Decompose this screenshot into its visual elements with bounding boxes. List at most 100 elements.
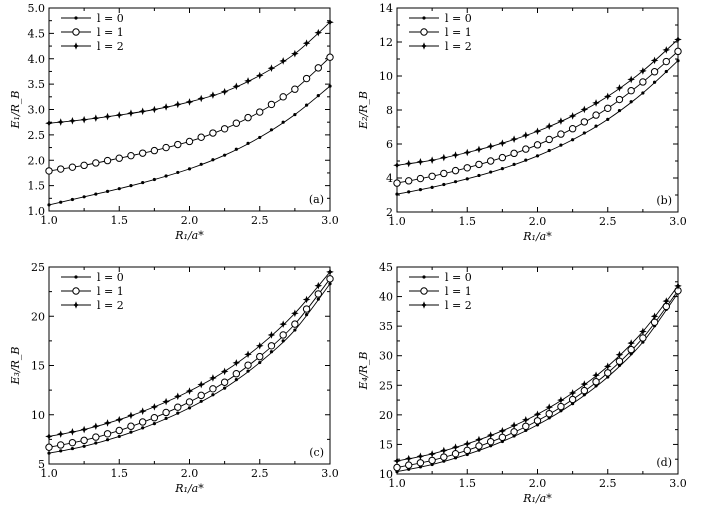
data-point-circle: [580, 386, 589, 395]
data-point-circle: [463, 164, 471, 172]
data-point-circle: [416, 174, 425, 183]
data-point-circle: [568, 395, 577, 404]
data-point-circle: [475, 442, 483, 450]
data-point-star: [162, 103, 170, 111]
data-point-dot: [246, 369, 250, 373]
data-point-circle: [150, 146, 159, 155]
data-point-star: [314, 281, 323, 290]
data-point-dot: [629, 100, 633, 104]
data-point-circle: [45, 167, 53, 175]
data-point-circle: [185, 137, 194, 146]
data-point-circle: [232, 119, 241, 127]
data-point-star: [267, 331, 276, 339]
data-point-circle: [568, 125, 577, 133]
data-point-star: [440, 153, 448, 162]
data-point-star: [475, 145, 483, 154]
data-point-circle: [510, 149, 518, 158]
series-circle: [393, 47, 682, 187]
data-point-star: [138, 407, 147, 415]
legend-label: l = 1: [97, 285, 124, 298]
data-point-dot: [582, 131, 586, 135]
data-point-star: [440, 446, 448, 455]
y-axis-label: E₂/R_B: [357, 91, 370, 130]
legend-entry: l = 2: [61, 299, 124, 312]
data-point-star: [498, 139, 507, 147]
data-point-star: [92, 422, 100, 431]
data-point-star: [103, 419, 112, 427]
data-point-star: [498, 427, 507, 435]
x-tick-label: 2.5: [599, 215, 617, 228]
data-point-star: [627, 339, 635, 347]
data-point-dot: [594, 124, 598, 128]
panel-label: (c): [309, 446, 324, 459]
data-point-circle: [127, 422, 135, 430]
data-point-circle: [232, 370, 241, 378]
data-point-dot: [234, 378, 238, 382]
data-point-star: [404, 159, 413, 168]
legend-marker-star: [72, 42, 80, 50]
legend-marker-circle: [420, 28, 428, 36]
legend-marker-circle: [420, 287, 428, 295]
data-point-dot: [407, 190, 411, 194]
legend-label: l = 0: [445, 12, 472, 25]
data-point-star: [244, 77, 252, 85]
data-point-star: [557, 396, 565, 404]
data-point-star: [138, 107, 147, 116]
data-point-dot: [70, 197, 75, 202]
data-point-dot: [304, 103, 309, 107]
data-point-star: [127, 109, 135, 118]
data-point-star: [244, 350, 252, 359]
data-point-dot: [547, 148, 551, 153]
x-tick-label: 2.5: [251, 214, 269, 227]
y-tick-label: 1.0: [28, 205, 46, 218]
data-point-dot: [328, 282, 332, 286]
data-point-star: [463, 440, 472, 448]
data-point-star: [486, 431, 495, 439]
data-point-circle: [185, 398, 194, 406]
series-line: [48, 56, 331, 172]
x-tick-label: 3.0: [669, 215, 687, 228]
data-point-dot: [465, 177, 469, 181]
y-tick-label: 1.5: [28, 180, 46, 193]
data-point-star: [475, 435, 483, 444]
data-point-circle: [197, 391, 205, 400]
data-point-circle: [604, 104, 612, 113]
series-line: [48, 278, 331, 448]
data-point-dot: [571, 138, 575, 142]
x-tick-label: 1.5: [111, 467, 129, 480]
x-tick-label: 1.5: [459, 215, 477, 228]
data-point-star: [103, 112, 112, 121]
data-point-circle: [486, 437, 495, 446]
data-point-circle: [639, 78, 647, 86]
data-point-star: [510, 421, 518, 430]
series-circle: [45, 53, 334, 175]
data-point-circle: [68, 163, 77, 171]
data-point-circle: [197, 133, 205, 141]
series-dot: [47, 282, 332, 455]
data-point-star: [197, 380, 206, 389]
data-point-circle: [440, 169, 448, 178]
data-point-circle: [162, 143, 170, 152]
x-tick-label: 1.0: [388, 477, 406, 490]
data-point-star: [279, 320, 287, 328]
data-point-star: [603, 92, 612, 101]
data-point-star: [56, 118, 65, 126]
data-point-star: [68, 428, 77, 436]
data-point-circle: [279, 93, 287, 101]
data-point-star: [185, 98, 194, 106]
data-point-circle: [256, 108, 264, 116]
data-point-star: [115, 415, 124, 424]
data-point-circle: [440, 453, 448, 461]
data-point-dot: [641, 91, 645, 95]
data-point-dot: [269, 350, 274, 354]
data-point-dot: [117, 187, 121, 191]
x-tick-label: 2.5: [251, 467, 269, 480]
legend-label: l = 1: [445, 285, 472, 298]
data-point-star: [279, 57, 287, 65]
series-star: [45, 18, 334, 127]
series-circle: [393, 286, 682, 472]
x-axis-label: R₁/a*: [522, 230, 552, 243]
y-axis-label: E₄/R_B: [357, 351, 370, 390]
series-dot: [395, 291, 680, 474]
data-point-dot: [59, 200, 63, 204]
